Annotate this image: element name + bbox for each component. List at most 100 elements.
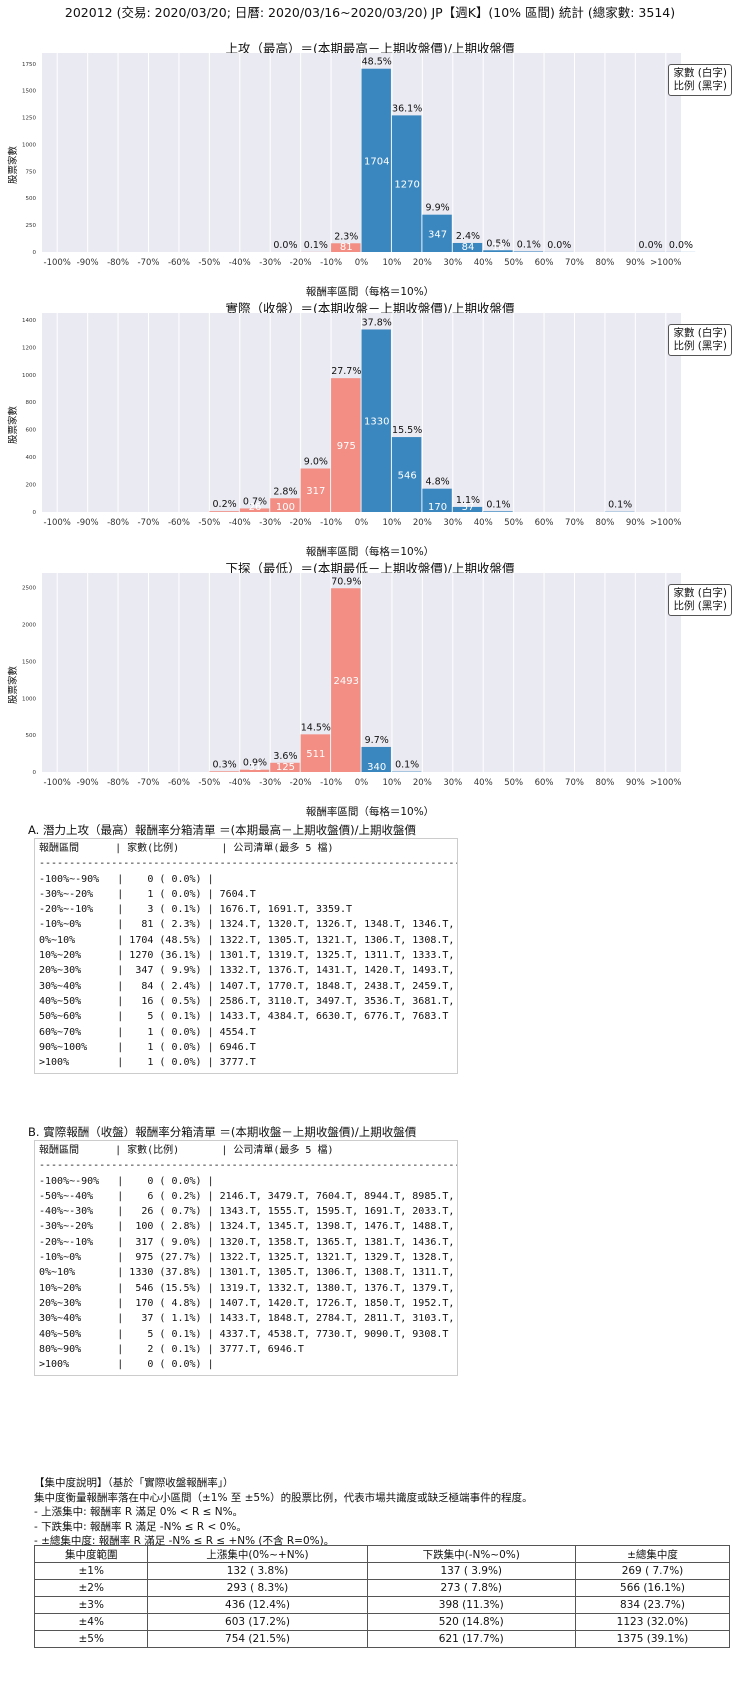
bar [209,511,239,512]
x-tick-label: -10% [320,258,342,268]
bar-count-label: 170 [428,502,447,513]
x-tick-label: 70% [565,258,584,268]
bar-count-label: 31 [249,762,262,773]
chart-low: 下探（最低）＝(本期最低－上期收盤價)/上期收盤價 股票家數 0 500 1000 1… [0,558,740,818]
bar-count-label: 37 [462,502,475,513]
chart-plot: 0 500 1000 1500 2000 2500 -100% -90% -80% -70% -60… [22,573,682,788]
bar [331,243,361,252]
x-tick-label: -90% [77,258,99,268]
list-line: -10%~0% | 81 ( 2.3%) | 1324.T, 1320.T, 1… [39,919,455,931]
table-cell: 520 (14.8%) [366,1613,576,1631]
y-tick-label: 600 [26,428,37,434]
x-axis-label: 報酬率區間（每格＝10%） [305,286,435,298]
bar-percent-label: 0.2% [213,499,237,510]
chart-title: 實際（收盤）＝(本期收盤－上期收盤價)/上期收盤價 [225,301,515,316]
x-tick-label: -20% [290,778,312,788]
x-tick-label: 30% [443,778,462,788]
x-tick-label: -90% [77,518,99,528]
bar [300,468,331,512]
x-tick-label: 80% [595,258,614,268]
bar-percent-label: 0.3% [213,759,237,770]
bar-count-label: 1330 [364,417,389,428]
x-tick-label: 40% [474,258,493,268]
bar-percent-label: 0.7% [243,496,267,507]
table-cell: 132 ( 3.8%) [147,1562,368,1580]
y-tick-label: 1200 [22,345,36,351]
bar [422,488,452,512]
chart-plot: 0 200 400 600 800 1000 1200 1400 -100% -90% -80% -7… [22,313,682,528]
x-tick-label: -70% [138,778,160,788]
concentration-bullet: - 下跌集中: 報酬率 R 滿足 -N% ≤ R < 0%。 [34,1520,247,1533]
legend: 家數 (白字) 比例 (黑字) [668,64,732,96]
bar-count-label: 2493 [334,676,359,687]
table-cell: ±2% [33,1579,149,1597]
bar-count-label: 546 [398,471,417,482]
list-line: 20%~30% | 347 ( 9.9%) | 1332.T, 1376.T, … [39,965,455,977]
list-line: 30%~40% | 84 ( 2.4%) | 1407.T, 1770.T, 1… [39,980,455,992]
bar-count-label: 100 [276,502,295,513]
bar-count-label: 16 [492,242,505,253]
x-tick-label: -50% [198,518,220,528]
y-tick-label: 750 [26,169,37,175]
list-line: -10%~0% | 975 (27.7%) | 1322.T, 1325.T, … [39,1252,455,1264]
x-tick-label: 90% [626,518,645,528]
x-tick-label: -40% [229,258,251,268]
list-line: 10%~20% | 1270 (36.1%) | 1301.T, 1319.T,… [39,950,455,962]
x-tick-label: 80% [595,778,614,788]
bar [361,329,391,512]
x-tick-label: 40% [474,778,493,788]
table-cell: ±3% [33,1596,149,1614]
x-tick-label: >100% [650,518,681,528]
table-row: ±3% 436 (12.4%) 398 (11.3%) 834 (23.7%) [33,1596,731,1614]
y-tick-label: 0 [33,770,37,776]
x-tick-label: -30% [259,518,281,528]
x-tick-label: 80% [595,518,614,528]
bar [483,250,513,252]
list-line: 報酬區間 | 家數(比例) | 公司清單(最多 5 檔) [39,843,334,854]
x-tick-label: -100% [44,778,71,788]
bar-percent-label: 0.1% [304,240,328,251]
concentration-bullet: - 上漲集中: 報酬率 R 滿足 0% < R ≤ N%。 [34,1506,244,1518]
column-header: 集中度範圍 [33,1545,149,1563]
list-line: -100%~-90% | 0 ( 0.0%) | [39,873,214,885]
list-line: -30%~-20% | 1 ( 0.0%) | 7604.T [39,888,256,900]
x-tick-label: 50% [504,258,523,268]
table-cell: 269 ( 7.7%) [574,1562,731,1580]
bar [239,769,270,772]
table-cell: 566 (16.1%) [574,1579,731,1597]
y-tick-label: 500 [26,196,37,202]
section-b-title: B. 實際報酬（收盤）報酬率分箱清單 ＝(本期收盤－上期收盤價)/上期收盤價 [28,1125,417,1139]
table-cell: ±1% [33,1562,149,1580]
y-tick-label: 250 [26,223,37,229]
bar [270,762,300,772]
list-line: ----------------------------------------… [39,858,457,870]
list-line: -50%~-40% | 6 ( 0.2%) | 2146.T, 3479.T, … [39,1190,455,1202]
list-line: 40%~50% | 16 ( 0.5%) | 2586.T, 3110.T, 3… [39,995,455,1007]
concentration-description: 【集中度說明】（基於「實際收盤報酬率」） 集中度衡量報酬率落在中心小區間（±1%… [34,1476,533,1549]
section-a-list: 報酬區間 | 家數(比例) | 公司清單(最多 5 檔) ------------… [34,838,458,1074]
x-tick-label: -20% [290,258,312,268]
x-tick-label: 0% [355,778,369,788]
x-tick-label: 0% [355,258,369,268]
page-title: 202012 (交易: 2020/03/20; 日曆: 2020/03/16~2… [64,5,676,20]
x-tick-label: 40% [474,518,493,528]
bar-percent-label: 48.5% [362,57,392,68]
bar-percent-label: 37.8% [362,317,392,328]
bar-percent-label: 0.1% [517,239,541,250]
x-tick-label: 50% [504,518,523,528]
legend-ratio-label: 比例 (黑字) [673,600,727,612]
bar [331,378,361,512]
table-cell: 834 (23.7%) [574,1596,731,1614]
x-tick-label: -80% [107,778,129,788]
y-tick-label: 1000 [22,696,36,702]
bar [270,498,300,512]
chart-high: 上攻（最高）＝(本期最高－上期收盤價)/上期收盤價 股票家數 0 250 500 75… [0,38,740,298]
bar [209,771,239,772]
y-tick-label: 2500 [22,586,36,592]
bar-percent-label: 70.9% [331,576,361,587]
bar-count-label: 26 [249,502,262,513]
bar [331,588,361,772]
bar-percent-label: 9.7% [365,735,389,746]
bar-count-label: 1704 [364,156,389,167]
